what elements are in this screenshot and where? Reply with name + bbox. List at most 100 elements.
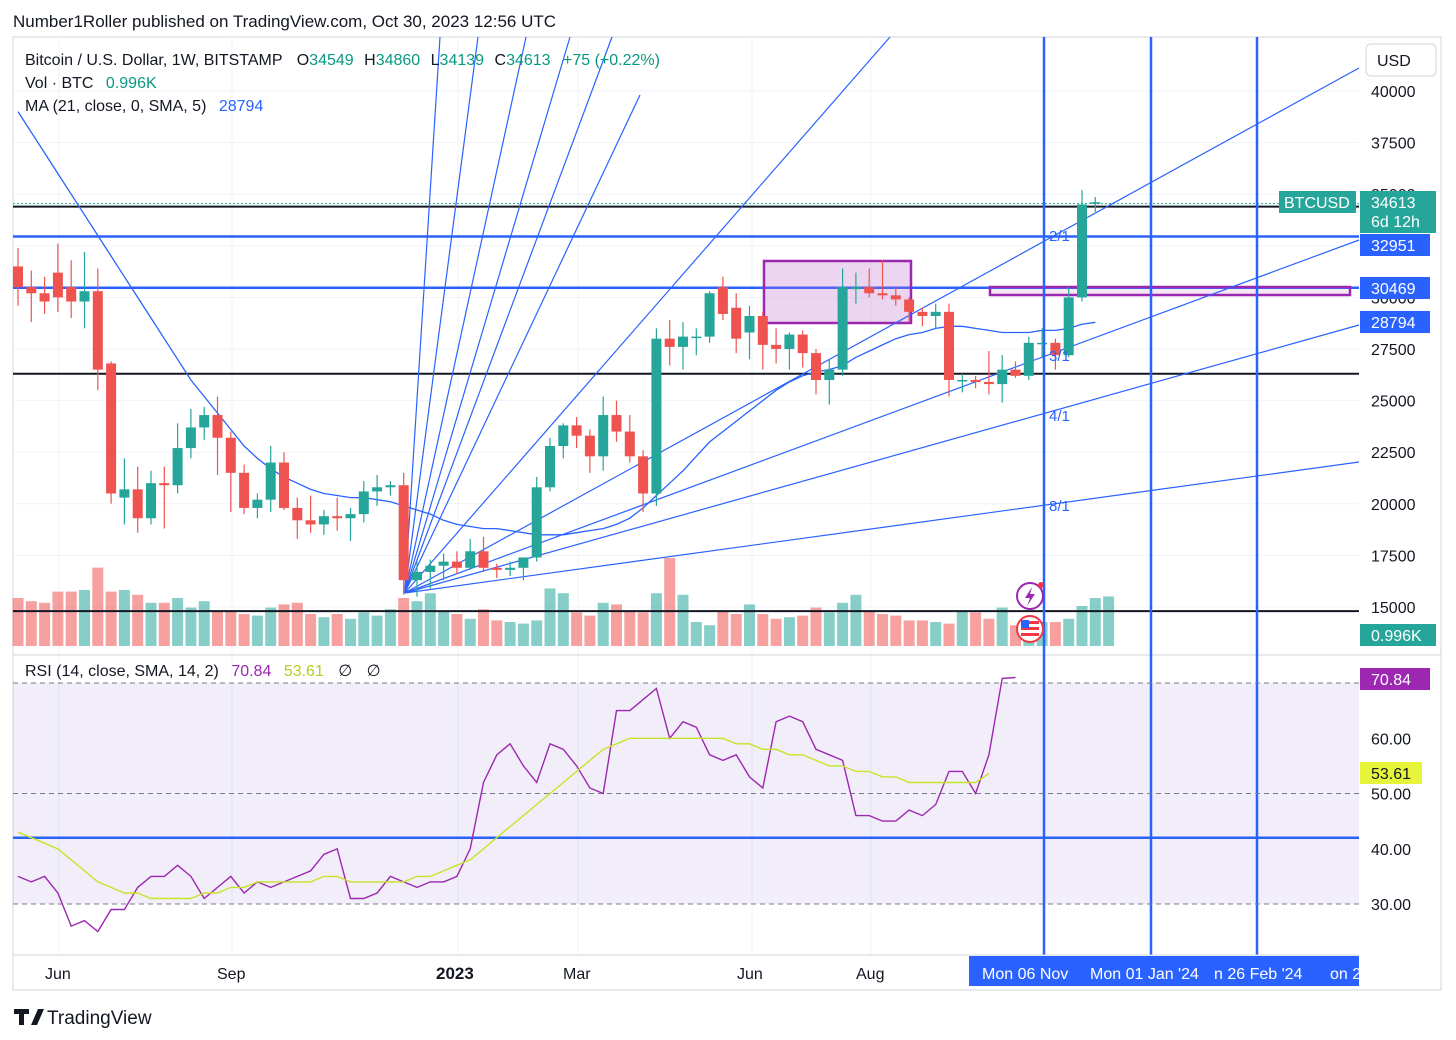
candle-body — [79, 291, 90, 302]
fan-ray-10 — [404, 324, 1360, 594]
price-badge: 34613 6d 12h — [1360, 191, 1436, 233]
x-tick-sep: Sep — [217, 966, 246, 983]
candle-body — [358, 491, 369, 515]
candle — [877, 260, 888, 300]
volume-bar — [783, 617, 795, 646]
us-flag-event-icon[interactable] — [1016, 615, 1044, 643]
fan-ray-11 — [404, 461, 1360, 594]
candle-body — [691, 336, 702, 339]
x-tick-jun-2023: Jun — [737, 966, 763, 983]
candle-body — [185, 427, 196, 449]
breakout-zone-box[interactable] — [988, 285, 1352, 297]
volume-bar — [837, 602, 849, 646]
publisher-line: Number1Roller published on TradingView.c… — [13, 12, 556, 31]
volume-bar — [1049, 622, 1061, 646]
fan-ray-3 — [404, 36, 527, 594]
volume-bar — [956, 610, 968, 646]
candle — [890, 287, 901, 306]
future-date-feb: n 26 Feb '24 — [1214, 966, 1303, 983]
tv-logo-text: TradingView — [47, 1008, 152, 1029]
candle — [717, 276, 728, 321]
tv-logo-icon — [14, 1009, 44, 1025]
volume-bar — [278, 604, 290, 646]
candle-body — [225, 437, 236, 473]
candle-body — [372, 487, 383, 492]
candle — [1063, 287, 1074, 358]
candle — [811, 349, 821, 395]
candle — [212, 396, 223, 475]
close-value: 34613 — [506, 52, 551, 69]
candle-body — [850, 287, 861, 290]
candle-body — [491, 567, 502, 570]
volume-bar — [943, 623, 955, 646]
candle-body — [212, 415, 223, 438]
candle-body — [744, 315, 755, 333]
candle — [1090, 197, 1101, 212]
candle-body — [531, 487, 542, 558]
candle-body — [638, 456, 649, 494]
volume-bar — [345, 618, 356, 646]
candle-body — [904, 299, 915, 312]
volume-bar — [504, 622, 516, 646]
close-label: C — [495, 52, 507, 69]
candle-body — [784, 334, 795, 349]
currency-label: USD — [1377, 53, 1411, 70]
volume-bar — [158, 602, 170, 646]
candle — [159, 466, 170, 529]
candle — [638, 450, 649, 513]
candle-body — [265, 462, 276, 500]
candle-body — [279, 462, 289, 508]
candle-body — [970, 379, 981, 383]
change-value: +75 (+0.22%) — [563, 52, 660, 69]
candle — [13, 247, 23, 306]
candle-body — [132, 489, 143, 519]
rsi-line — [17, 676, 1016, 933]
tradingview-logo[interactable]: TradingView — [14, 1008, 152, 1029]
volume-bar — [118, 590, 130, 646]
price-axis[interactable]: 1500017500200002250025000275003000032500… — [1371, 84, 1416, 617]
candle — [571, 417, 582, 449]
candle-body — [66, 287, 77, 302]
candle — [66, 260, 77, 319]
volume-bar — [677, 594, 689, 646]
candle — [305, 495, 316, 533]
projection-lines[interactable] — [1042, 37, 1259, 955]
candle-body — [345, 514, 356, 519]
fan-ray-2 — [404, 36, 479, 594]
volume-bar — [305, 614, 317, 646]
candle-body — [305, 520, 316, 525]
candle-body — [292, 507, 303, 521]
consolidation-box[interactable] — [762, 259, 913, 325]
candle-body — [930, 311, 941, 316]
candle-body — [558, 425, 569, 447]
volume-bar — [358, 612, 370, 646]
svg-text:0.996K: 0.996K — [1371, 628, 1422, 645]
volume-bar — [517, 623, 529, 646]
volume-bar — [571, 612, 583, 646]
candle-body — [584, 435, 595, 457]
candle-body — [1050, 342, 1061, 356]
gann-fan[interactable] — [404, 36, 1360, 594]
candle-body — [1023, 342, 1034, 376]
candle-body — [518, 557, 529, 568]
candle-body — [52, 272, 63, 298]
volume-bar — [930, 622, 942, 646]
price-tick-17500: 17500 — [1371, 548, 1416, 565]
candle — [545, 437, 555, 492]
candle-body — [92, 291, 103, 370]
candle — [425, 559, 436, 589]
candle-body — [824, 369, 835, 380]
candle — [797, 330, 808, 368]
volume-bar — [65, 591, 77, 646]
currency-button[interactable] — [1365, 43, 1437, 77]
volume-bar — [916, 620, 928, 646]
lightning-event-icon[interactable] — [1016, 582, 1044, 610]
fan-ray-5 — [404, 36, 613, 594]
rsi-value: 70.84 — [231, 663, 271, 680]
candle — [39, 276, 50, 314]
candle — [837, 268, 848, 376]
candle — [265, 446, 276, 513]
candle — [345, 507, 356, 541]
rsi-na-2: ∅ — [367, 663, 381, 680]
